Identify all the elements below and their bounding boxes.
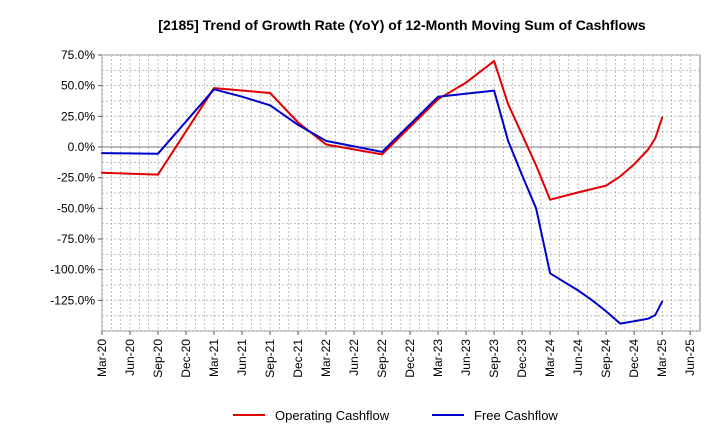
x-tick-label: Mar-22 <box>319 339 333 377</box>
x-tick-label: Jun-20 <box>123 339 137 376</box>
x-tick-label: Mar-23 <box>431 339 445 377</box>
x-tick-label: Dec-20 <box>179 339 193 378</box>
x-tick-label: Mar-25 <box>655 339 669 377</box>
y-tick-label: 0.0% <box>68 140 96 154</box>
y-axis: 75.0% 50.0% 25.0% 0.0% -25.0% -50.0% -75.0% -10… <box>50 48 102 307</box>
x-tick-label: Jun-25 <box>683 339 697 376</box>
y-tick-label: -75.0% <box>57 232 95 246</box>
x-tick-label: Dec-24 <box>627 339 641 378</box>
x-axis: Mar-20 Jun-20 Sep-20 Dec-20 Mar-21 Jun-21 Sep-… <box>95 331 697 378</box>
x-tick-label: Sep-24 <box>599 339 613 378</box>
x-tick-label: Mar-24 <box>543 339 557 377</box>
x-tick-label: Mar-20 <box>95 339 109 377</box>
x-tick-label: Sep-22 <box>375 339 389 378</box>
y-tick-label: 50.0% <box>61 79 95 93</box>
grid-lines <box>101 54 700 332</box>
x-tick-label: Jun-21 <box>235 339 249 376</box>
legend-label-free-cashflow: Free Cashflow <box>474 408 558 423</box>
legend: Operating Cashflow Free Cashflow <box>233 408 558 423</box>
x-tick-label: Dec-22 <box>403 339 417 378</box>
legend-label-operating-cashflow: Operating Cashflow <box>275 408 390 423</box>
series-line-operating-cashflow <box>101 60 664 201</box>
x-tick-label: Sep-21 <box>263 339 277 378</box>
y-tick-label: 75.0% <box>61 48 95 62</box>
x-tick-label: Dec-23 <box>515 339 529 378</box>
y-tick-label: -125.0% <box>50 293 95 307</box>
y-tick-label: 25.0% <box>61 109 95 123</box>
x-tick-label: Sep-20 <box>151 339 165 378</box>
x-tick-label: Jun-23 <box>459 339 473 376</box>
y-tick-label: -50.0% <box>57 201 95 215</box>
series-group <box>101 60 664 325</box>
series-line-free-cashflow <box>101 88 664 325</box>
x-tick-label: Mar-21 <box>207 339 221 377</box>
y-tick-label: -25.0% <box>57 171 95 185</box>
x-tick-label: Jun-22 <box>347 339 361 376</box>
y-tick-label: -100.0% <box>50 263 95 277</box>
x-tick-label: Sep-23 <box>487 339 501 378</box>
x-tick-label: Dec-21 <box>291 339 305 378</box>
x-tick-label: Jun-24 <box>571 339 585 376</box>
chart-title: [2185] Trend of Growth Rate (YoY) of 12-… <box>158 17 646 33</box>
